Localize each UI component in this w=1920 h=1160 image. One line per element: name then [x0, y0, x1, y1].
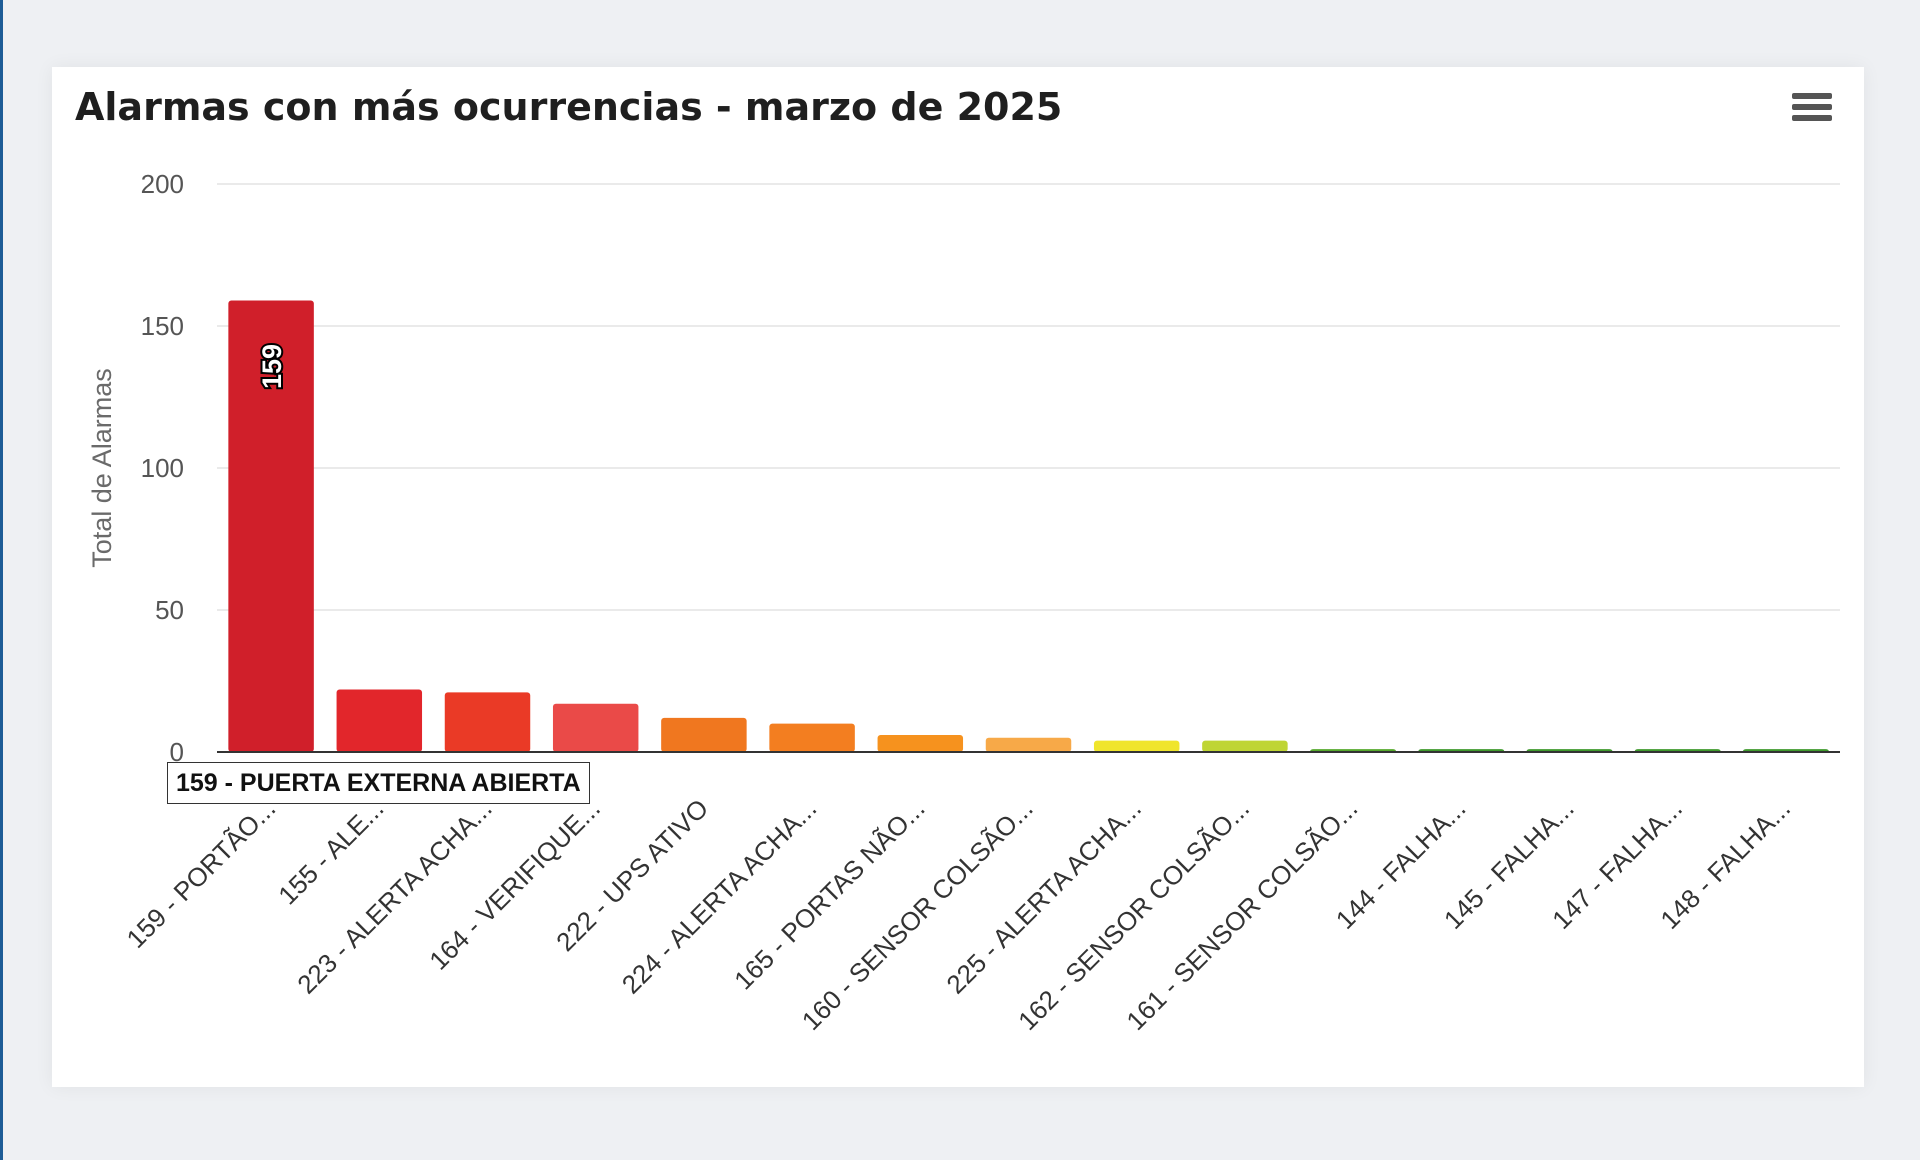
x-tick-label: 160 - SENSOR COLSÃO... — [796, 793, 1039, 1036]
bar — [444, 692, 531, 752]
bar — [1202, 740, 1288, 752]
x-tick-label: 224 - ALERTA ACHA... — [616, 793, 823, 1000]
y-tick-label: 50 — [155, 595, 184, 625]
chart-title: Alarmas con más ocurrencias - marzo de 2… — [75, 85, 1063, 129]
y-tick-label: 100 — [141, 453, 184, 483]
bar — [228, 300, 314, 752]
bar — [661, 717, 747, 752]
y-tick-label: 200 — [141, 169, 184, 199]
x-tick-label: 161 - SENSOR COLSÃO... — [1120, 793, 1363, 1036]
bar — [336, 689, 423, 752]
hamburger-menu-icon[interactable] — [1792, 93, 1832, 129]
x-tick-label: 162 - SENSOR COLSÃO... — [1012, 793, 1255, 1036]
chart-card: Alarmas con más ocurrencias - marzo de 2… — [52, 67, 1864, 1087]
y-axis-title: Total de Alarmas — [87, 368, 117, 568]
chart-tooltip: 159 - PUERTA EXTERNA ABIERTA — [167, 762, 590, 804]
bar — [769, 723, 855, 752]
window-left-border — [0, 0, 3, 1160]
y-tick-label: 0 — [170, 737, 184, 767]
x-tick-label: 165 - PORTAS NÃO... — [728, 793, 930, 995]
bar — [1093, 740, 1180, 752]
y-tick-label: 150 — [141, 311, 184, 341]
x-tick-label: 225 - ALERTA ACHA... — [940, 793, 1147, 1000]
x-tick-label: 155 - ALE... — [272, 793, 389, 910]
x-tick-label: 159 - PORTÃO... — [120, 793, 281, 954]
bar-data-label: 159 — [257, 344, 287, 389]
bar — [552, 703, 639, 752]
bar — [877, 734, 964, 752]
x-tick-label: 223 - ALERTA ACHA... — [291, 793, 498, 1000]
bar — [985, 737, 1072, 752]
